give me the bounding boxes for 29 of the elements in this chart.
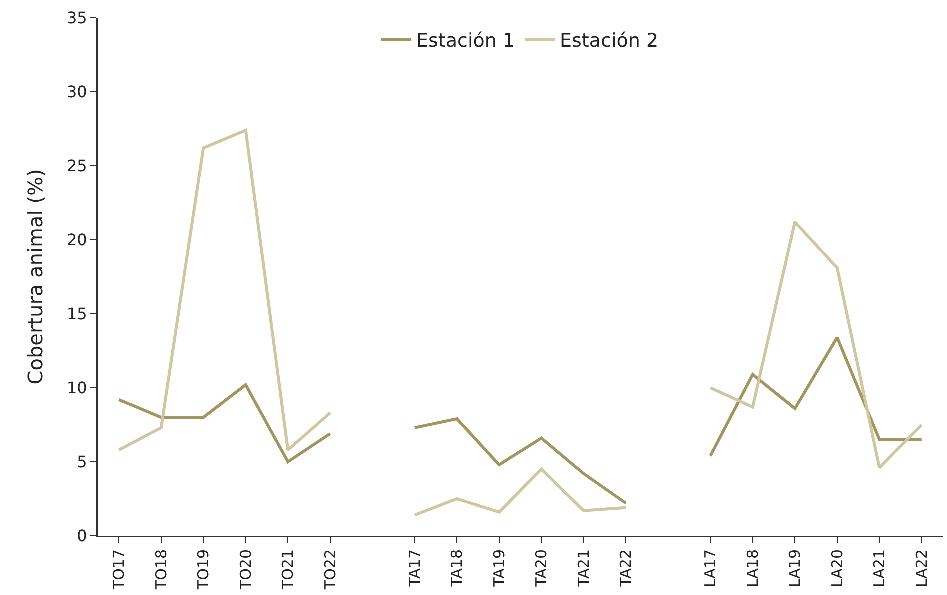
x-tick-label: LA20: [828, 550, 846, 588]
x-tick-label: TO20: [236, 550, 255, 591]
x-tick-label: LA17: [702, 550, 720, 588]
x-tick-label: TA17: [406, 550, 424, 588]
legend-label: Estación 1: [416, 30, 516, 52]
x-tick-label: TA21: [574, 550, 593, 588]
x-tick-label: TA20: [532, 550, 551, 588]
y-tick-label: 10: [66, 378, 88, 398]
x-tick-label: TA19: [490, 550, 508, 588]
x-tick-label: LA18: [744, 550, 762, 588]
x-tick-label: TO17: [110, 550, 128, 591]
y-tick-label: 20: [66, 230, 88, 250]
x-tick-label: TO18: [152, 550, 170, 591]
x-tick-label: TA18: [448, 550, 466, 588]
y-tick-label: 25: [66, 156, 88, 176]
legend-label: Estación 2: [560, 30, 659, 52]
y-tick-label: 35: [66, 8, 88, 28]
x-tick-label: LA19: [786, 550, 804, 588]
y-tick-label: 15: [66, 304, 88, 324]
y-tick-label: 0: [77, 526, 88, 546]
x-tick-label: LA22: [912, 550, 931, 588]
x-tick-label: LA21: [870, 550, 889, 588]
x-tick-label: TO22: [321, 550, 340, 591]
x-tick-label: TO21: [279, 550, 298, 591]
y-tick-label: 30: [66, 82, 88, 102]
y-axis-title: Cobertura animal (%): [24, 169, 48, 385]
y-tick-label: 5: [77, 452, 88, 472]
x-tick-label: TA22: [617, 550, 636, 588]
x-tick-label: TO19: [194, 550, 213, 591]
